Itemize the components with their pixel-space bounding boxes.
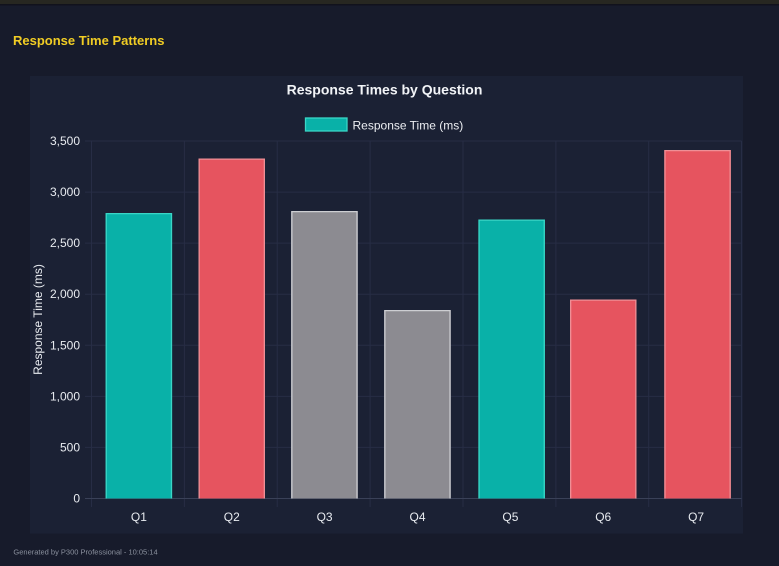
svg-text:Q6: Q6 [595, 510, 611, 524]
svg-text:2,500: 2,500 [50, 236, 80, 250]
svg-text:Response Time (ms): Response Time (ms) [31, 264, 45, 375]
svg-text:Q3: Q3 [317, 510, 333, 524]
svg-text:500: 500 [60, 440, 80, 454]
svg-text:1,000: 1,000 [50, 389, 80, 403]
svg-text:Q7: Q7 [688, 510, 704, 524]
svg-text:2,000: 2,000 [50, 287, 80, 301]
svg-text:3,000: 3,000 [50, 185, 80, 199]
svg-text:0: 0 [73, 492, 80, 506]
svg-text:Q4: Q4 [409, 510, 425, 524]
svg-text:Q2: Q2 [224, 510, 240, 524]
svg-text:1,500: 1,500 [50, 338, 80, 352]
svg-text:Generated by P300 Professional: Generated by P300 Professional - 10:05:1… [13, 547, 157, 556]
svg-text:Response Times by Question: Response Times by Question [287, 82, 483, 98]
svg-text:3,500: 3,500 [50, 134, 80, 148]
svg-text:Response Time (ms): Response Time (ms) [353, 119, 464, 133]
svg-text:Q1: Q1 [131, 510, 147, 524]
svg-text:Q5: Q5 [502, 510, 518, 524]
svg-text:Response Time Patterns: Response Time Patterns [13, 33, 164, 48]
